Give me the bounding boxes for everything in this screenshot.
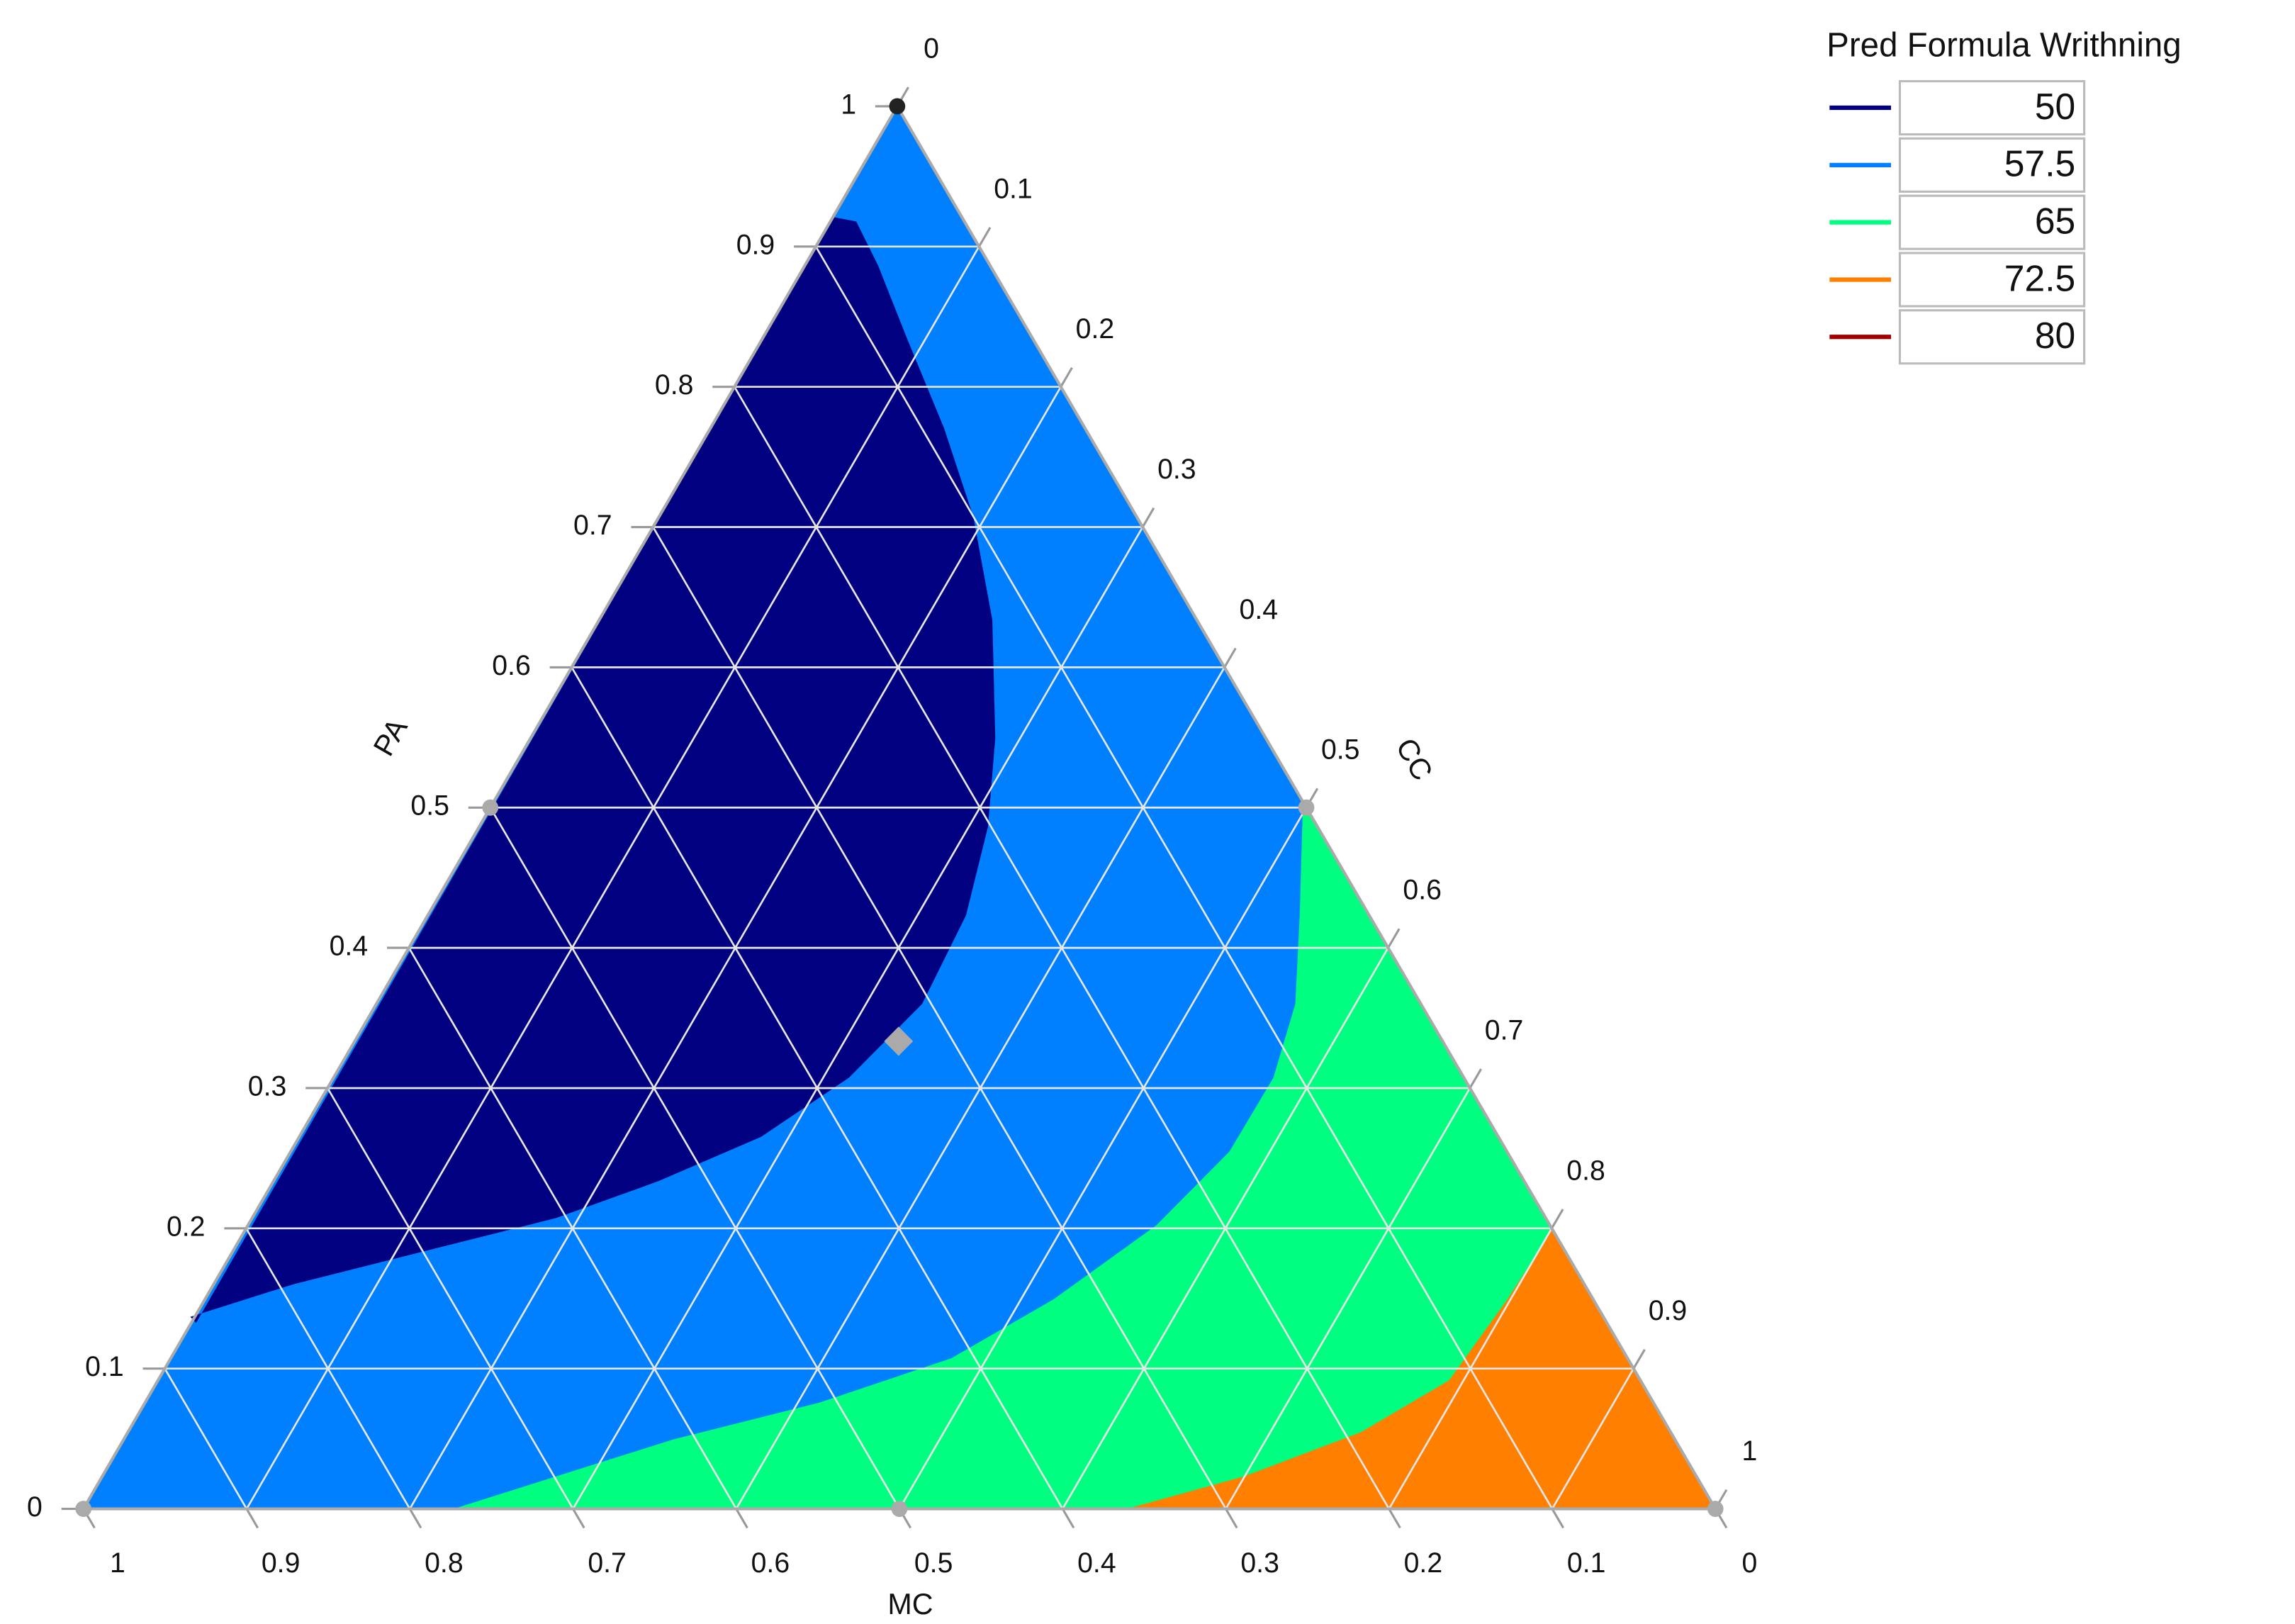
design-point [75, 1501, 92, 1518]
tick-label: 0.9 [262, 1547, 301, 1579]
tick-label: 0.1 [1567, 1547, 1606, 1579]
tick-mark [1551, 1508, 1565, 1529]
grid-line [572, 526, 1144, 1510]
legend-label: 50 [2035, 86, 2075, 127]
grid-line [327, 1087, 574, 1510]
legend-box [1898, 252, 2086, 308]
axis-title: MC [887, 1587, 933, 1620]
grid-line [408, 947, 737, 1510]
tick-label: 0 [924, 33, 939, 64]
tick-label: 0.2 [1076, 313, 1115, 345]
tick-mark [1141, 507, 1155, 528]
tick-label: 1 [1741, 1435, 1757, 1467]
tick-mark [572, 1508, 585, 1529]
grid-line [734, 386, 1390, 1510]
tick-label: 0.9 [736, 229, 775, 260]
legend-box [1898, 194, 2086, 250]
grid-line [814, 246, 1554, 1510]
tick-mark [245, 1508, 259, 1529]
legend-label: 65 [2035, 200, 2075, 241]
tick-label: 0.8 [1566, 1155, 1605, 1186]
legend-box [1898, 137, 2086, 193]
tick-label: 0.9 [1649, 1295, 1688, 1326]
legend-box [1898, 309, 2086, 365]
tick-label: 1 [110, 1547, 125, 1579]
design-point [1707, 1501, 1724, 1518]
tick-label: 0.4 [330, 930, 369, 961]
tick-label: 0.5 [914, 1547, 953, 1579]
tick-mark [1060, 366, 1073, 388]
tick-label: 0.5 [1321, 734, 1360, 766]
design-point [891, 1501, 908, 1518]
tick-label: 0.4 [1077, 1547, 1116, 1579]
tick-mark [735, 1508, 748, 1529]
grid-line [164, 1368, 248, 1510]
tick-mark [1223, 647, 1237, 668]
tick-label: 0.1 [85, 1351, 124, 1382]
tick-label: 0.1 [994, 173, 1033, 204]
tick-label: 0.8 [655, 369, 694, 401]
tick-label: 0.7 [1485, 1014, 1524, 1046]
axis-title: PA [366, 712, 414, 761]
grid-line [489, 807, 901, 1510]
tick-mark [408, 1508, 422, 1529]
grid-line [1225, 1087, 1471, 1510]
legend-box [1898, 79, 2086, 136]
contour-region [1127, 1228, 1716, 1509]
tick-mark [1632, 1348, 1646, 1370]
legend-title: Pred Formula Writhning [1827, 26, 2182, 64]
legend-label: 72.5 [2004, 257, 2075, 298]
grid-line [652, 526, 1227, 1510]
axis-title: CC [1390, 732, 1440, 786]
grid-line [898, 807, 1308, 1510]
tick-label: 1 [841, 89, 856, 120]
contour-region [454, 807, 1716, 1509]
tick-label: 0 [1741, 1547, 1757, 1579]
tick-label: 0.7 [573, 510, 612, 541]
contour-region [190, 217, 996, 1323]
legend-label: 80 [2035, 315, 2075, 356]
tick-label: 0.6 [751, 1547, 790, 1579]
tick-label: 0.3 [1240, 1547, 1279, 1579]
tick-label: 0.2 [1404, 1547, 1443, 1579]
legend-label: 57.5 [2004, 142, 2075, 184]
design-point [1298, 799, 1315, 816]
tick-mark [1388, 1508, 1401, 1529]
tick-mark [977, 227, 992, 247]
tick-label: 0.6 [1403, 874, 1442, 905]
tick-label: 0.3 [1157, 454, 1196, 485]
grid-line [1551, 1368, 1634, 1510]
tick-label: 0.6 [492, 650, 531, 681]
tick-label: 0.7 [588, 1547, 627, 1579]
tick-label: 0.4 [1240, 594, 1279, 625]
tick-label: 0 [27, 1491, 43, 1523]
tick-mark [1387, 928, 1401, 948]
grid-line [571, 666, 1064, 1510]
tick-mark [1061, 1508, 1075, 1529]
design-point [884, 1026, 914, 1056]
design-point [889, 98, 906, 115]
tick-mark [1551, 1209, 1564, 1229]
tick-mark [1469, 1068, 1482, 1089]
grid-line [245, 1228, 411, 1510]
tick-label: 0.8 [425, 1547, 464, 1579]
tick-label: 0.2 [167, 1211, 206, 1242]
tick-label: 0.5 [410, 790, 449, 822]
tick-mark [1225, 1508, 1238, 1529]
design-point [482, 799, 499, 816]
grid-line [245, 246, 980, 1510]
tick-label: 0.3 [248, 1070, 287, 1102]
